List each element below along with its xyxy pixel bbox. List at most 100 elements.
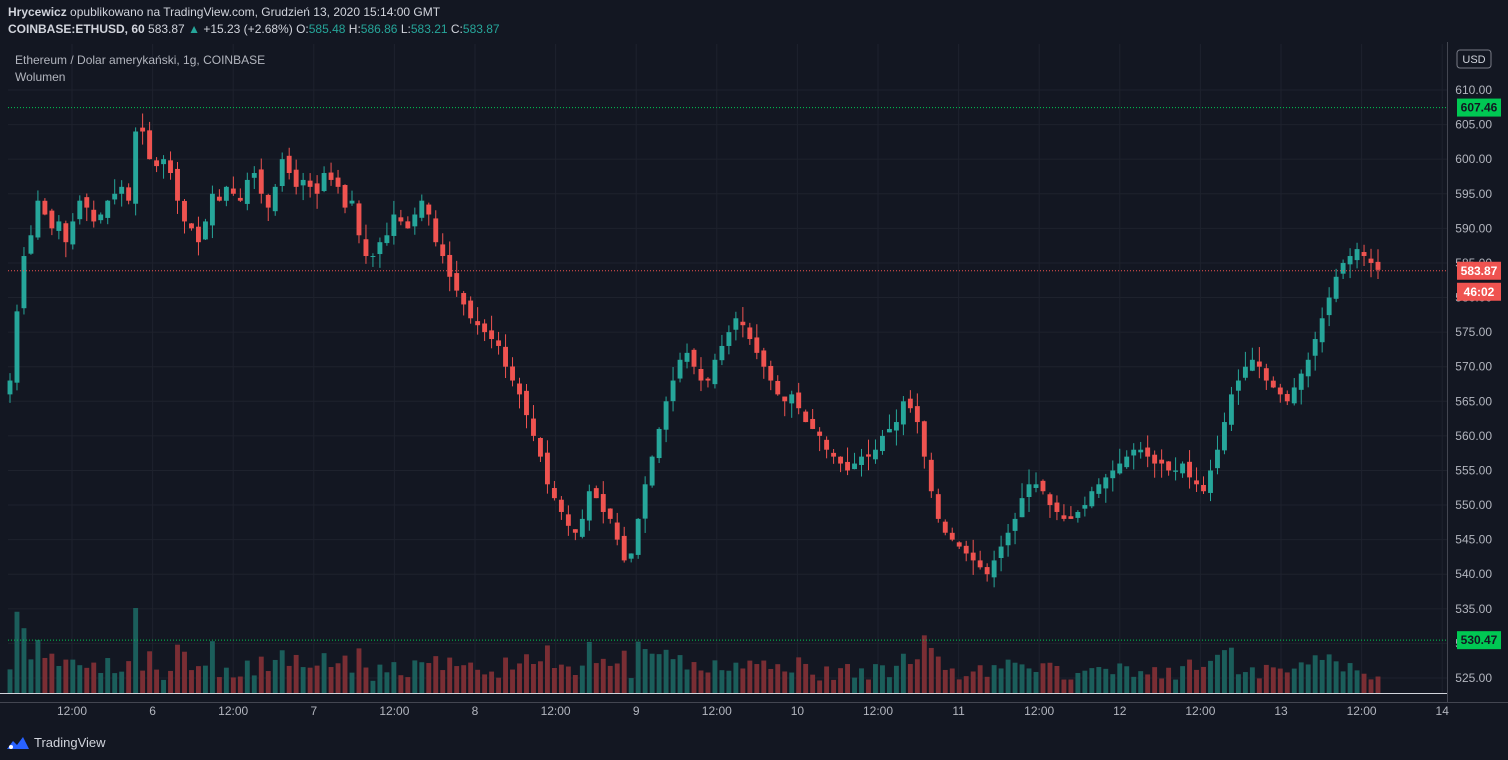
candle-body[interactable] <box>977 560 983 568</box>
candle-body[interactable] <box>531 418 536 436</box>
candle-body[interactable] <box>154 160 160 167</box>
candle-body[interactable] <box>440 244 446 257</box>
candle-body[interactable] <box>384 235 390 244</box>
candle-body[interactable] <box>719 345 725 361</box>
candle-body[interactable] <box>705 378 711 381</box>
candle-body[interactable] <box>907 398 913 409</box>
candle-body[interactable] <box>1228 394 1234 425</box>
candle-body[interactable] <box>475 321 481 326</box>
candle-body[interactable] <box>900 401 906 425</box>
candle-body[interactable] <box>1277 387 1283 395</box>
candle-body[interactable] <box>230 188 236 194</box>
candle-body[interactable] <box>893 422 899 431</box>
candle-body[interactable] <box>223 186 229 201</box>
candle-body[interactable] <box>70 221 76 245</box>
candle-body[interactable] <box>1145 447 1151 457</box>
candle-body[interactable] <box>1096 484 1102 494</box>
candle-body[interactable] <box>182 200 187 222</box>
candle-body[interactable] <box>258 169 264 194</box>
candle-body[interactable] <box>1354 249 1360 261</box>
candle-body[interactable] <box>468 300 474 319</box>
candle-body[interactable] <box>1159 459 1165 464</box>
candle-body[interactable] <box>510 366 515 381</box>
candle-body[interactable] <box>691 349 697 367</box>
candle-body[interactable] <box>335 177 341 187</box>
candle-body[interactable] <box>949 532 955 540</box>
candle-body[interactable] <box>565 514 571 526</box>
candle-body[interactable] <box>586 491 592 521</box>
candle-body[interactable] <box>419 200 425 218</box>
candle-body[interactable] <box>914 406 920 423</box>
candle-body[interactable] <box>377 242 383 255</box>
candle-body[interactable] <box>189 223 194 229</box>
candle-body[interactable] <box>300 179 306 186</box>
candle-body[interactable] <box>279 159 285 187</box>
candle-body[interactable] <box>356 203 362 236</box>
candle-body[interactable] <box>272 186 278 212</box>
candle-body[interactable] <box>1012 518 1018 531</box>
candle-body[interactable] <box>1152 454 1158 464</box>
candle-body[interactable] <box>817 431 823 436</box>
candle-body[interactable] <box>677 359 683 379</box>
candle-body[interactable] <box>1040 480 1046 492</box>
tradingview-logo-icon[interactable] <box>6 735 30 751</box>
candle-body[interactable] <box>1068 516 1074 519</box>
candle-body[interactable] <box>447 254 453 277</box>
candle-body[interactable] <box>28 235 34 254</box>
candle-body[interactable] <box>1242 366 1248 378</box>
candle-body[interactable] <box>1319 318 1325 343</box>
candle-body[interactable] <box>712 359 718 385</box>
candle-body[interactable] <box>880 435 885 452</box>
candles[interactable] <box>7 113 1381 588</box>
candle-body[interactable] <box>1194 480 1199 485</box>
candle-body[interactable] <box>363 239 369 257</box>
candle-body[interactable] <box>1103 477 1109 489</box>
candle-body[interactable] <box>824 439 830 450</box>
candle-body[interactable] <box>1117 463 1123 474</box>
candle-body[interactable] <box>635 518 641 555</box>
candle-body[interactable] <box>733 318 739 330</box>
candle-body[interactable] <box>1368 258 1374 263</box>
candle-body[interactable] <box>482 323 488 333</box>
candle-body[interactable] <box>342 185 348 208</box>
candle-body[interactable] <box>251 173 257 178</box>
candle-body[interactable] <box>866 454 871 457</box>
candle-body[interactable] <box>370 256 376 258</box>
candle-body[interactable] <box>852 463 857 470</box>
candle-body[interactable] <box>1110 470 1116 479</box>
candle-body[interactable] <box>35 200 41 238</box>
candle-body[interactable] <box>1326 297 1332 316</box>
candle-body[interactable] <box>761 350 767 367</box>
candle-body[interactable] <box>1263 368 1269 381</box>
candle-body[interactable] <box>433 218 439 243</box>
candle-body[interactable] <box>7 380 13 395</box>
candle-body[interactable] <box>607 508 613 519</box>
candle-body[interactable] <box>928 459 934 492</box>
candle-body[interactable] <box>1047 494 1053 506</box>
candle-body[interactable] <box>56 221 62 231</box>
candle-body[interactable] <box>1235 380 1241 391</box>
candle-body[interactable] <box>1215 449 1220 469</box>
candle-body[interactable] <box>84 197 90 208</box>
candle-body[interactable] <box>454 273 460 291</box>
candle-body[interactable] <box>398 217 404 222</box>
candle-body[interactable] <box>1208 470 1213 493</box>
candle-body[interactable] <box>649 456 655 486</box>
candle-body[interactable] <box>1054 502 1060 512</box>
candle-body[interactable] <box>726 332 732 346</box>
candle-body[interactable] <box>593 488 599 499</box>
candle-body[interactable] <box>663 401 669 430</box>
candle-body[interactable] <box>119 186 125 194</box>
candle-body[interactable] <box>572 529 578 533</box>
candle-body[interactable] <box>921 421 927 457</box>
candle-body[interactable] <box>175 168 180 201</box>
candle-body[interactable] <box>328 172 334 180</box>
candle-body[interactable] <box>886 428 892 433</box>
candle-body[interactable] <box>789 394 795 404</box>
candle-body[interactable] <box>984 567 990 575</box>
candle-body[interactable] <box>684 352 690 362</box>
candle-body[interactable] <box>1305 359 1311 377</box>
candle-body[interactable] <box>196 226 201 243</box>
candle-body[interactable] <box>1375 261 1381 270</box>
candle-body[interactable] <box>1340 262 1346 274</box>
